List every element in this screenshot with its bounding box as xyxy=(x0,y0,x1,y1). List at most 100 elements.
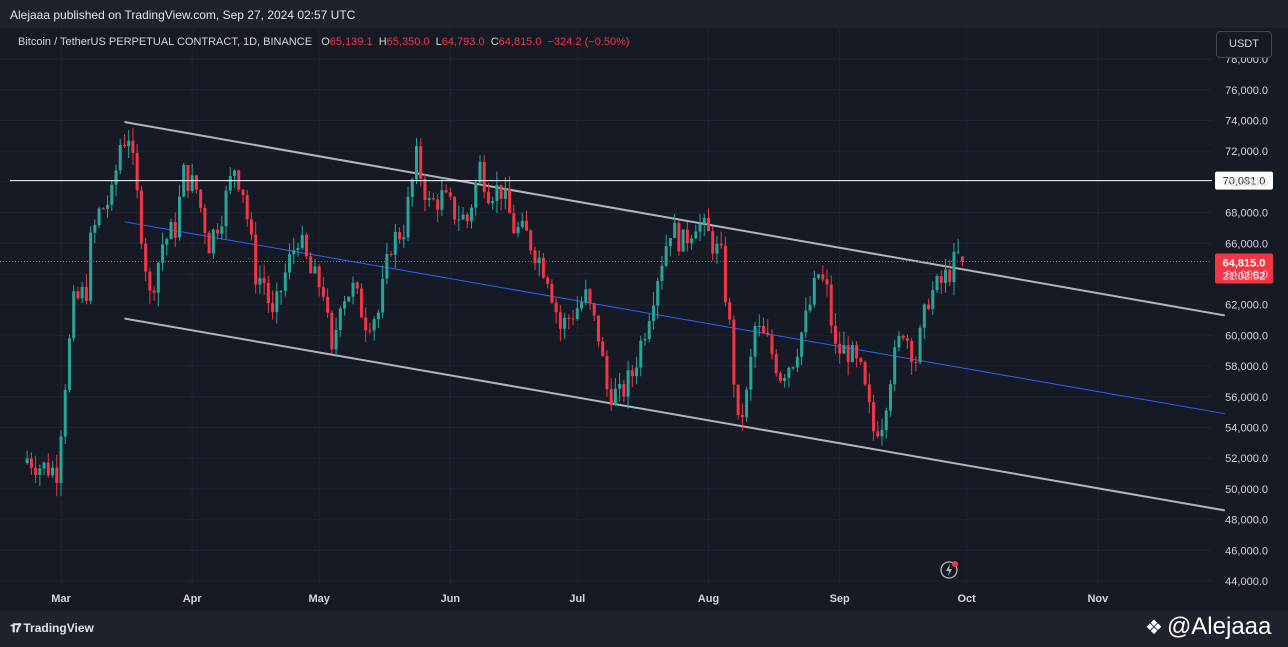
candle-body xyxy=(918,327,922,363)
low-value: 64,793.0 xyxy=(441,36,485,48)
candle-body xyxy=(271,303,275,313)
candle-body xyxy=(190,175,194,191)
candle-body xyxy=(508,188,512,214)
candle-body xyxy=(296,248,300,250)
candle-body xyxy=(338,308,342,331)
candle-body xyxy=(740,415,744,418)
high-label: H xyxy=(378,36,387,48)
candle-body xyxy=(300,234,304,249)
candle-body xyxy=(512,213,516,234)
replay-icon[interactable] xyxy=(939,560,959,580)
candle-body xyxy=(38,468,42,475)
tradingview-mark-icon: 𝟏𝟕 xyxy=(10,621,21,635)
x-axis-tick-label: Aug xyxy=(698,593,719,605)
candle-body xyxy=(351,282,355,297)
candle-body xyxy=(173,222,177,238)
candle-body xyxy=(563,317,567,329)
candle-body xyxy=(872,402,876,432)
candle-body xyxy=(127,140,131,147)
candle-body xyxy=(279,291,283,293)
candle-body xyxy=(427,198,431,200)
candle-body xyxy=(613,388,617,406)
candle-body xyxy=(503,188,507,199)
candle-body xyxy=(406,196,410,238)
candle-body xyxy=(262,277,266,283)
candle-body xyxy=(334,330,338,350)
candle-body xyxy=(495,184,499,201)
candle-body xyxy=(863,362,867,385)
candle-body xyxy=(465,214,469,222)
candle-body xyxy=(893,347,897,385)
candle-body xyxy=(635,367,639,377)
candle-body xyxy=(592,303,596,316)
last-price-tag xyxy=(1215,253,1273,284)
candle-body xyxy=(643,339,647,341)
candle-body xyxy=(131,140,135,153)
candle-body xyxy=(520,220,524,227)
candle-body xyxy=(795,356,799,368)
candle-body xyxy=(67,338,71,391)
candle-body xyxy=(254,234,258,285)
candle-body xyxy=(922,304,926,328)
candle-body xyxy=(402,237,406,240)
candle-body xyxy=(817,274,821,279)
candle-body xyxy=(355,282,359,289)
candle-body xyxy=(943,269,947,283)
candle-body xyxy=(470,207,474,222)
candle-body xyxy=(952,251,956,283)
candle-body xyxy=(939,276,943,283)
published-info: Alejaaa published on TradingView.com, Se… xyxy=(10,8,356,22)
candle-body xyxy=(491,200,495,204)
candle-body xyxy=(745,389,749,418)
candle-body xyxy=(706,218,710,232)
candle-body xyxy=(584,289,588,303)
candle-body xyxy=(139,190,143,244)
candle-body xyxy=(148,271,152,291)
candle-body xyxy=(554,302,558,313)
candle-body xyxy=(791,367,795,369)
candle-body xyxy=(156,262,160,293)
candle-body xyxy=(770,335,774,355)
candle-body xyxy=(867,384,871,403)
candle-body xyxy=(317,266,321,288)
candle-body xyxy=(956,251,960,253)
tradingview-logo[interactable]: 𝟏𝟕 TradingView xyxy=(10,621,94,636)
candle-body xyxy=(266,282,270,304)
candle-body xyxy=(453,196,457,220)
candle-body xyxy=(97,208,101,226)
candle-body xyxy=(855,345,859,359)
candle-body xyxy=(774,354,778,374)
price-chart[interactable]: 70,081.064,815.021:02:52 44,000.046,000.… xyxy=(0,28,1288,611)
candle-body xyxy=(609,389,613,406)
candle-body xyxy=(152,290,156,293)
candle-body xyxy=(931,290,935,309)
candle-body xyxy=(63,390,67,437)
candle-body xyxy=(888,384,892,411)
candle-body xyxy=(935,276,939,291)
candle-body xyxy=(398,231,402,240)
candle-body xyxy=(711,231,715,254)
candle-body xyxy=(110,184,114,205)
candle-body xyxy=(482,162,486,192)
candle-body xyxy=(385,254,389,279)
candle-body xyxy=(698,223,702,232)
y-axis-tick-label: 46,000.0 xyxy=(1225,545,1268,557)
bar-countdown-label: 21:02:52 xyxy=(1223,270,1266,282)
candle-body xyxy=(910,340,914,362)
candle-body xyxy=(719,243,723,246)
author-watermark: ❖ @Alejaaa xyxy=(1145,613,1271,641)
chart-area[interactable]: 70,081.0 64,815.0 21:02:52 44,000.0 46,000.… xyxy=(0,28,1288,611)
candle-body xyxy=(626,370,630,397)
candle-body xyxy=(34,467,38,475)
symbol-name: Bitcoin / TetherUS PERPETUAL CONTRACT, 1… xyxy=(18,36,313,48)
currency-button[interactable]: USDT xyxy=(1216,31,1272,58)
candle-body xyxy=(728,302,732,320)
candle-body xyxy=(673,222,677,239)
candle-body xyxy=(838,343,842,354)
candle-body xyxy=(444,190,448,193)
x-axis-tick-label: Nov xyxy=(1087,593,1109,605)
candle-body xyxy=(821,274,825,280)
candle-body xyxy=(537,257,541,264)
candle-body xyxy=(596,315,600,342)
diamond-logo-icon: ❖ xyxy=(1145,617,1163,639)
